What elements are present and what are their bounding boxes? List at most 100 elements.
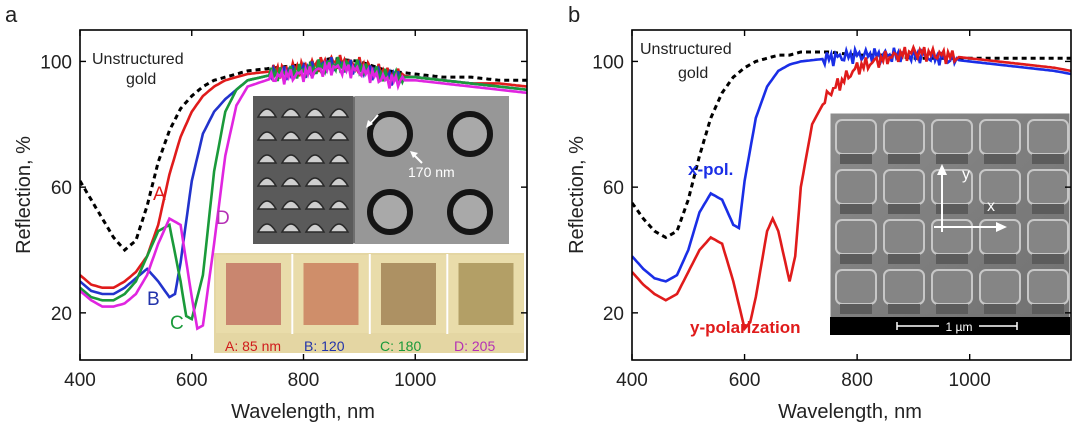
y-tick-label-a-2: 100 — [40, 52, 72, 73]
sem-brick-gap — [1032, 304, 1064, 314]
swatch-sample-0 — [226, 263, 281, 325]
sem-brick-gap — [840, 154, 872, 164]
sem-brick-gap — [984, 154, 1016, 164]
sem-tilted-cell — [304, 200, 326, 210]
sem-b-scale-label: 1 µm — [946, 320, 973, 334]
sem-brick-gap — [888, 304, 920, 314]
curve-label-b: B — [147, 289, 160, 310]
sem-brick — [1027, 119, 1069, 155]
sem-brick — [931, 219, 973, 255]
y-tick-label-b-0: 20 — [603, 304, 624, 325]
sem-brick-gap — [984, 254, 1016, 264]
swatch-sample-2 — [381, 263, 436, 325]
sem-tilted-cell — [304, 223, 326, 233]
sem-brick-gap — [984, 304, 1016, 314]
sem-brick-gap — [936, 254, 968, 264]
sem-brick-gap — [888, 254, 920, 264]
sem-tilted-cell — [328, 200, 350, 210]
sem-tilted-cell — [328, 154, 350, 164]
x-tick-label-a-2: 800 — [288, 370, 320, 391]
curve-label-a: A — [153, 184, 166, 205]
series-line-b-1 — [632, 44, 1071, 283]
sem-brick-gap — [840, 304, 872, 314]
curve-label-ypol: y-polarization — [690, 318, 801, 337]
x-tick-label-b-3: 1000 — [949, 370, 991, 391]
sem-tilted-cell — [328, 131, 350, 141]
swatch-label-a: A: 85 nm — [225, 338, 281, 354]
series-line-a-4 — [80, 59, 527, 331]
x-tick-label-b-2: 800 — [841, 370, 873, 391]
sem-brick — [835, 269, 877, 305]
x-tick-label-b-1: 600 — [729, 370, 761, 391]
sem-brick — [835, 169, 877, 205]
sem-tilted-cell — [304, 177, 326, 187]
sem-tilted-cells — [256, 108, 350, 233]
sem-b-y-arrowhead — [937, 164, 947, 175]
sem-hole — [447, 111, 493, 157]
sem-b-y-label: y — [962, 166, 970, 183]
sem-brick-gap — [936, 304, 968, 314]
series-line-a-0 — [80, 56, 527, 253]
sem-hole — [367, 189, 413, 235]
sem-holes — [367, 111, 493, 235]
curve-label-c: C — [170, 313, 184, 334]
sem-tilted-cell — [304, 154, 326, 164]
panel-a-ylabel: Reflection, % — [13, 136, 35, 254]
sem-brick — [883, 119, 925, 155]
sem-tilted-cell — [280, 223, 302, 233]
sem-tilted-cell — [304, 108, 326, 118]
sem-tilted-cell — [256, 154, 278, 164]
sem-tilted-cell — [256, 223, 278, 233]
sem-b-bricks — [835, 119, 1069, 314]
sem-tilted-cell — [328, 177, 350, 187]
swatch-label-b: B: 120 — [304, 338, 345, 354]
sem-hole — [367, 111, 413, 157]
sem-brick-gap — [936, 154, 968, 164]
sem-brick — [883, 169, 925, 205]
sem-brick — [931, 119, 973, 155]
x-tick-label-a-0: 400 — [64, 370, 96, 391]
annotation-unstructured-b: Unstructured — [640, 41, 732, 58]
panel-b-ticks: 400 600 800 1000 20 60 100 — [592, 30, 1071, 391]
sem-brick-gap — [888, 204, 920, 214]
curve-label-xpol: x-pol. — [688, 160, 733, 179]
annotation-gold-b: gold — [678, 65, 708, 82]
sem-tilted-cell — [280, 200, 302, 210]
annotation-gold-a: gold — [126, 71, 156, 88]
sem-brick — [1027, 169, 1069, 205]
panel-b-curves — [632, 43, 1071, 332]
panel-b-ylabel: Reflection, % — [566, 136, 588, 254]
sem-brick-gap — [936, 204, 968, 214]
panel-b-xlabel: Wavelength, nm — [778, 401, 922, 423]
annotation-unstructured-a: Unstructured — [92, 51, 184, 68]
sem-brick-gap — [840, 204, 872, 214]
sem-inset-tilted-view — [253, 96, 353, 244]
panel-a-ticks: 400 600 800 1000 20 60 100 — [40, 30, 527, 391]
panel-b-sem-inset: 1 µm y x — [829, 112, 1071, 336]
sem-tilted-cell — [304, 131, 326, 141]
sem-b-x-label: x — [987, 198, 995, 215]
panel-a: a 170 nm A: 85 nm B: 120 — [5, 2, 528, 423]
sem-brick — [835, 119, 877, 155]
panel-a-sem-inset: 170 nm — [252, 95, 510, 245]
panel-a-label: a — [5, 2, 18, 27]
sem-brick-gap — [1032, 154, 1064, 164]
sem-brick — [979, 169, 1021, 205]
sem-arrow-2-head — [410, 151, 418, 158]
panel-b-label: b — [568, 2, 580, 27]
sem-hole — [447, 189, 493, 235]
y-tick-label-b-1: 60 — [603, 178, 624, 199]
y-tick-label-a-0: 20 — [51, 304, 72, 325]
sem-tilted-cell — [280, 131, 302, 141]
sem-brick — [1027, 219, 1069, 255]
panel-b: b 1 µm y x Unstructured gold x-pol. y-po… — [566, 2, 1072, 423]
curve-label-d: D — [216, 208, 230, 229]
sem-brick — [1027, 269, 1069, 305]
sem-brick — [979, 119, 1021, 155]
sem-brick — [835, 219, 877, 255]
sem-brick-gap — [1032, 204, 1064, 214]
panel-b-frame — [631, 29, 1072, 361]
scale-label-170nm: 170 nm — [408, 164, 455, 180]
swatch-label-c: C: 180 — [380, 338, 421, 354]
